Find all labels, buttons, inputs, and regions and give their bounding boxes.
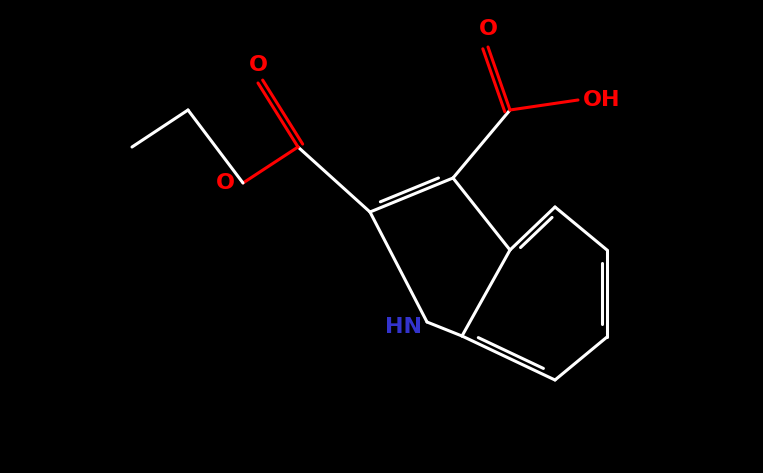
Text: O: O: [249, 55, 268, 75]
Text: O: O: [478, 19, 497, 39]
Text: O: O: [216, 173, 235, 193]
Text: OH: OH: [583, 90, 620, 110]
Text: HN: HN: [385, 317, 422, 337]
